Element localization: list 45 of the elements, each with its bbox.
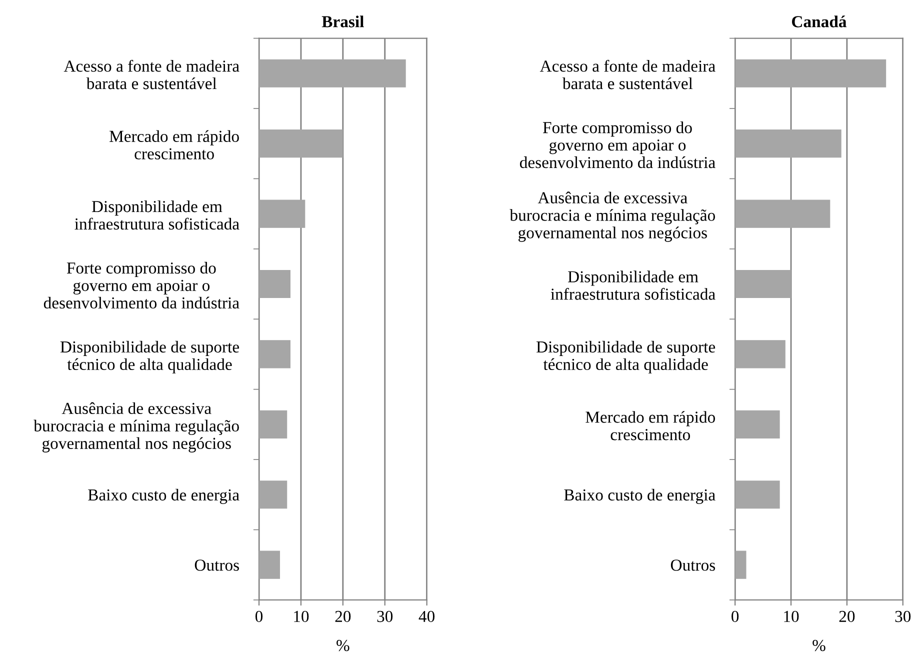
y-tick-label: Acesso a fonte de madeira barata e sustentável [540,60,716,90]
y-tick-label: Ausência de excessiva burocracia e mínima regulação governamental nos negócios [34,402,239,452]
x-tick-label: 0 [732,610,739,622]
y-tick-label: Mercado em rápido crescimento [110,130,239,160]
y-tick-label: Outros [194,560,239,571]
bar [735,480,780,509]
x-axis-title: % [812,640,826,652]
bar [735,270,792,298]
chart-title: Canadá [792,16,847,28]
bar [259,340,290,368]
x-tick-label: 10 [784,610,799,622]
x-tick-label: 30 [377,610,393,622]
y-tick-label: Ausência de excessiva burocracia e mínima regulação governamental nos negócios [510,192,715,242]
chart-title: Brasil [322,16,364,28]
bar [735,340,786,368]
y-tick-label: Mercado em rápido crescimento [586,411,715,440]
y-tick-label: Forte compromisso do governo em apoiar o desenvolvimento da indústria [44,262,240,309]
bar [735,59,886,88]
bar [259,200,306,228]
x-tick-label: 20 [839,610,855,622]
bar [259,59,406,88]
y-tick-label: Disponibilidade em infraestrutura sofisticada [74,200,240,230]
x-tick-label: 40 [418,610,435,622]
bar [259,270,290,298]
bar [735,550,746,579]
x-tick-label: 20 [335,610,351,622]
bar [735,200,830,228]
bar [259,410,288,438]
bar [735,410,780,438]
bar [259,130,343,158]
bar [259,480,288,509]
y-tick-label: Outros [670,560,716,571]
y-tick-label: Acesso a fonte de madeira barata e sustentável [64,60,240,90]
x-tick-label: 10 [294,610,309,622]
y-tick-label: Baixo custo de energia [88,488,240,504]
bar [735,130,842,158]
y-tick-label: Forte compromisso do governo em apoiar o desenvolvimento da indústria [520,122,716,168]
y-tick-label: Disponibilidade de suporte técnico de alta qualidade [60,340,239,374]
x-tick-label: 30 [895,610,911,622]
x-axis-title: % [336,640,350,652]
x-tick-label: 0 [255,610,263,622]
bar [259,550,280,579]
y-tick-label: Disponibilidade em infraestrutura sofisticada [550,270,716,300]
y-tick-label: Disponibilidade de suporte técnico de alta qualidade [536,340,716,374]
y-tick-label: Baixo custo de energia [564,488,716,504]
